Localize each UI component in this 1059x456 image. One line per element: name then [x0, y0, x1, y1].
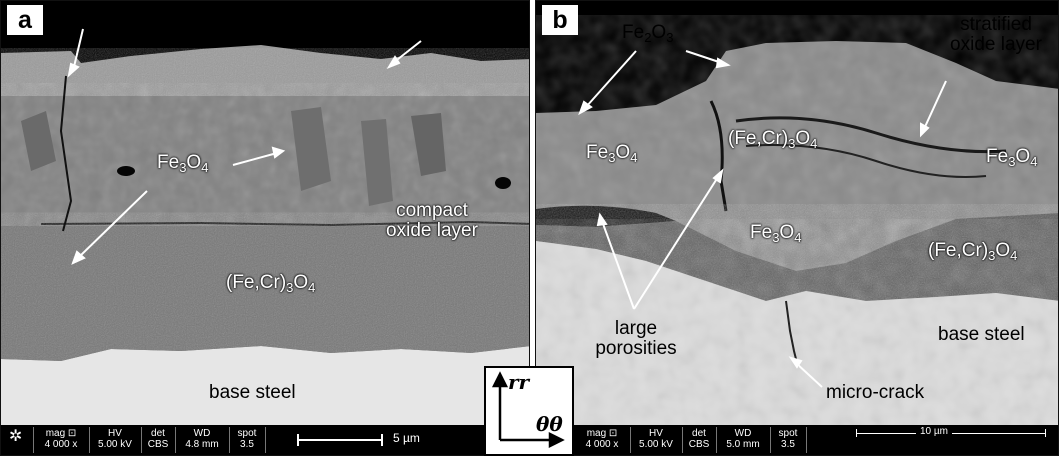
- microscope-logo-icon: ✲: [9, 428, 23, 445]
- axis-label-hoop: θθ: [536, 412, 563, 436]
- stratified-line2: oxide layer: [950, 34, 1042, 55]
- sem-info-bar-b: mag ⊡ 4 000 x HV 5.00 kV det CBS WD 5.0 mm s…: [536, 425, 1058, 455]
- mag-cell-a: mag ⊡ 4 000 x: [44, 428, 78, 450]
- hv-cell-a: HV 5.00 kV: [98, 428, 132, 450]
- label-fecr3o4-a: (Fe,Cr)3O4: [226, 272, 316, 295]
- label-fecr3o4-b-right: (Fe,Cr)3O4: [928, 240, 1018, 263]
- mag-cell-b: mag ⊡ 4 000 x: [585, 428, 619, 450]
- hv-cell-b: HV 5.00 kV: [639, 428, 673, 450]
- label-micro-crack-a: micro-crack: [53, 12, 152, 33]
- scalebar-label-b: 10 µm: [916, 426, 952, 437]
- label-fe2o3-a: Fe2O3: [431, 12, 483, 35]
- det-cell-a: det CBS: [147, 428, 169, 450]
- label-fe2o3-b: Fe2O3: [622, 22, 674, 45]
- label-stratified-oxide-layer: stratified oxide layer: [936, 15, 1056, 55]
- large-line2: porosities: [595, 338, 677, 359]
- label-fe3o4-b-right: Fe3O4: [986, 146, 1038, 169]
- spot-cell-a: spot 3.5: [237, 428, 257, 450]
- panel-label-b: b: [542, 5, 578, 35]
- scalebar-label-a: 5 µm: [393, 431, 420, 445]
- wd-cell-b: WD 5.0 mm: [726, 428, 760, 450]
- coordinate-axis-legend: rr θθ: [484, 366, 574, 456]
- label-fe3o4-b-left: Fe3O4: [586, 142, 638, 165]
- sem-info-bar-a: ✲ mag ⊡ 4 000 x HV 5.00 kV det CBS WD 4.8 mm…: [1, 425, 529, 455]
- large-line1: large: [614, 318, 658, 339]
- spot-cell-b: spot 3.5: [778, 428, 798, 450]
- label-base-steel-a: base steel: [209, 382, 296, 403]
- label-fe3o4-a: Fe3O4: [157, 152, 209, 175]
- sem-image-a: [1, 1, 529, 455]
- compact-line1: compact: [396, 200, 468, 221]
- det-cell-b: det CBS: [688, 428, 710, 450]
- panel-label-a: a: [7, 5, 43, 35]
- sem-panel-b: b Fe2O3 stratified oxide layer Fe3O4 (Fe…: [535, 0, 1059, 456]
- scalebar-line-a: [297, 439, 383, 441]
- axis-label-radial: rr: [508, 370, 530, 394]
- wd-cell-a: WD 4.8 mm: [185, 428, 219, 450]
- sem-panel-a: a micro-crack Fe2O3 Fe3O4 compact oxide …: [0, 0, 530, 456]
- compact-line2: oxide layer: [386, 220, 478, 241]
- label-fe3o4-b-center: Fe3O4: [750, 222, 802, 245]
- axis-arrows-icon: [491, 371, 565, 449]
- stratified-line1: stratified: [960, 14, 1032, 35]
- label-micro-crack-b: micro-crack: [826, 382, 925, 403]
- label-compact-oxide-layer: compact oxide layer: [371, 201, 493, 241]
- label-base-steel-b: base steel: [938, 324, 1025, 345]
- label-large-porosities: large porosities: [586, 319, 686, 359]
- label-fecr3o4-b-top: (Fe,Cr)3O4: [728, 128, 818, 151]
